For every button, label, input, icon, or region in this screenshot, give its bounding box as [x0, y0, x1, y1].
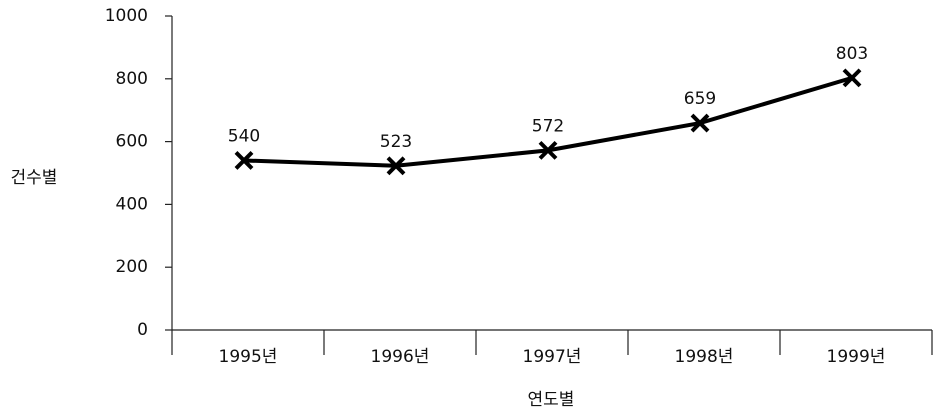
data-label: 523 — [380, 132, 412, 152]
x-marker — [234, 151, 254, 170]
y-tick-label: 1000 — [105, 6, 148, 26]
y-tick-label: 0 — [137, 320, 148, 340]
data-label: 572 — [532, 116, 564, 136]
x-tick-label: 1995년 — [219, 347, 278, 367]
y-tick-label: 600 — [116, 132, 148, 152]
y-tick-label: 400 — [116, 194, 148, 214]
data-label: 540 — [228, 126, 260, 146]
x-tick-label: 1997년 — [523, 347, 582, 367]
x-marker — [690, 113, 710, 133]
x-marker — [538, 140, 558, 160]
data-label: 803 — [836, 44, 868, 64]
x-tick-label: 1999년 — [827, 347, 886, 367]
x-marker — [842, 68, 862, 88]
x-tick-label: 1996년 — [371, 347, 430, 367]
x-tick-label: 1998년 — [675, 347, 734, 367]
y-tick-label: 200 — [116, 257, 148, 277]
y-axis-title: 건수별 — [11, 168, 58, 188]
x-axis-title: 연도별 — [528, 390, 575, 410]
y-tick-label: 800 — [116, 69, 148, 89]
x-marker — [386, 156, 406, 176]
data-label: 659 — [684, 89, 716, 109]
